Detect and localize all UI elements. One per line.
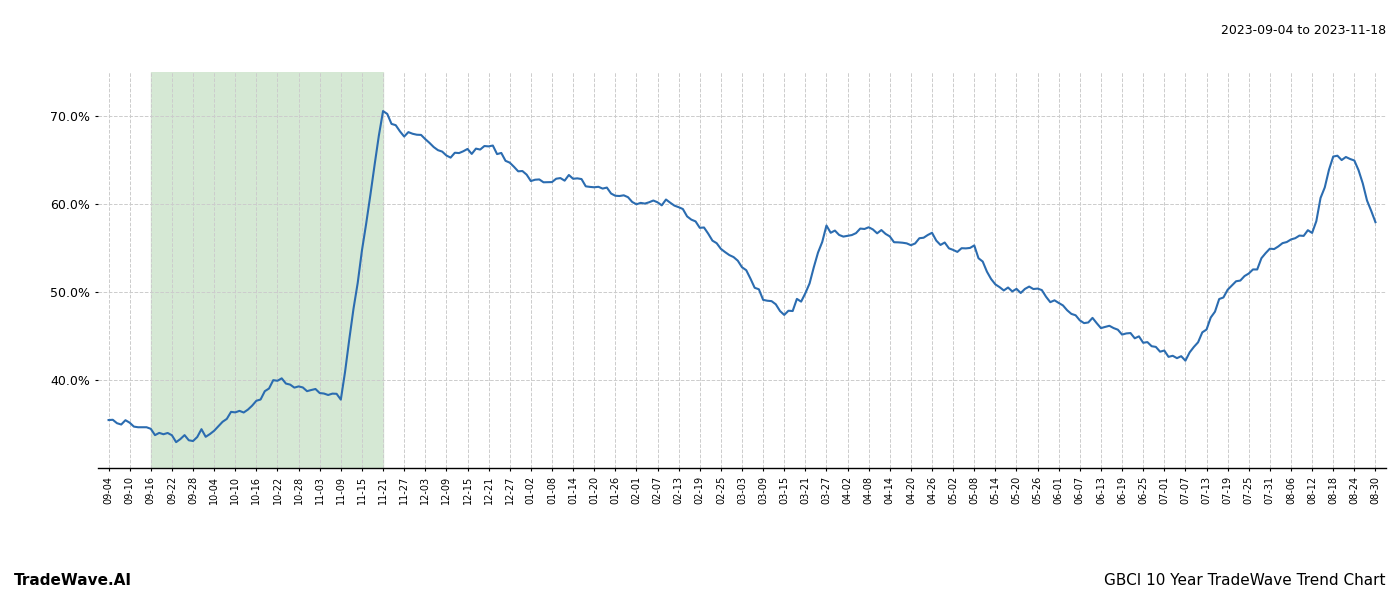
Text: 2023-09-04 to 2023-11-18: 2023-09-04 to 2023-11-18 — [1221, 24, 1386, 37]
Text: GBCI 10 Year TradeWave Trend Chart: GBCI 10 Year TradeWave Trend Chart — [1105, 573, 1386, 588]
Bar — [151, 72, 384, 468]
Text: TradeWave.AI: TradeWave.AI — [14, 573, 132, 588]
